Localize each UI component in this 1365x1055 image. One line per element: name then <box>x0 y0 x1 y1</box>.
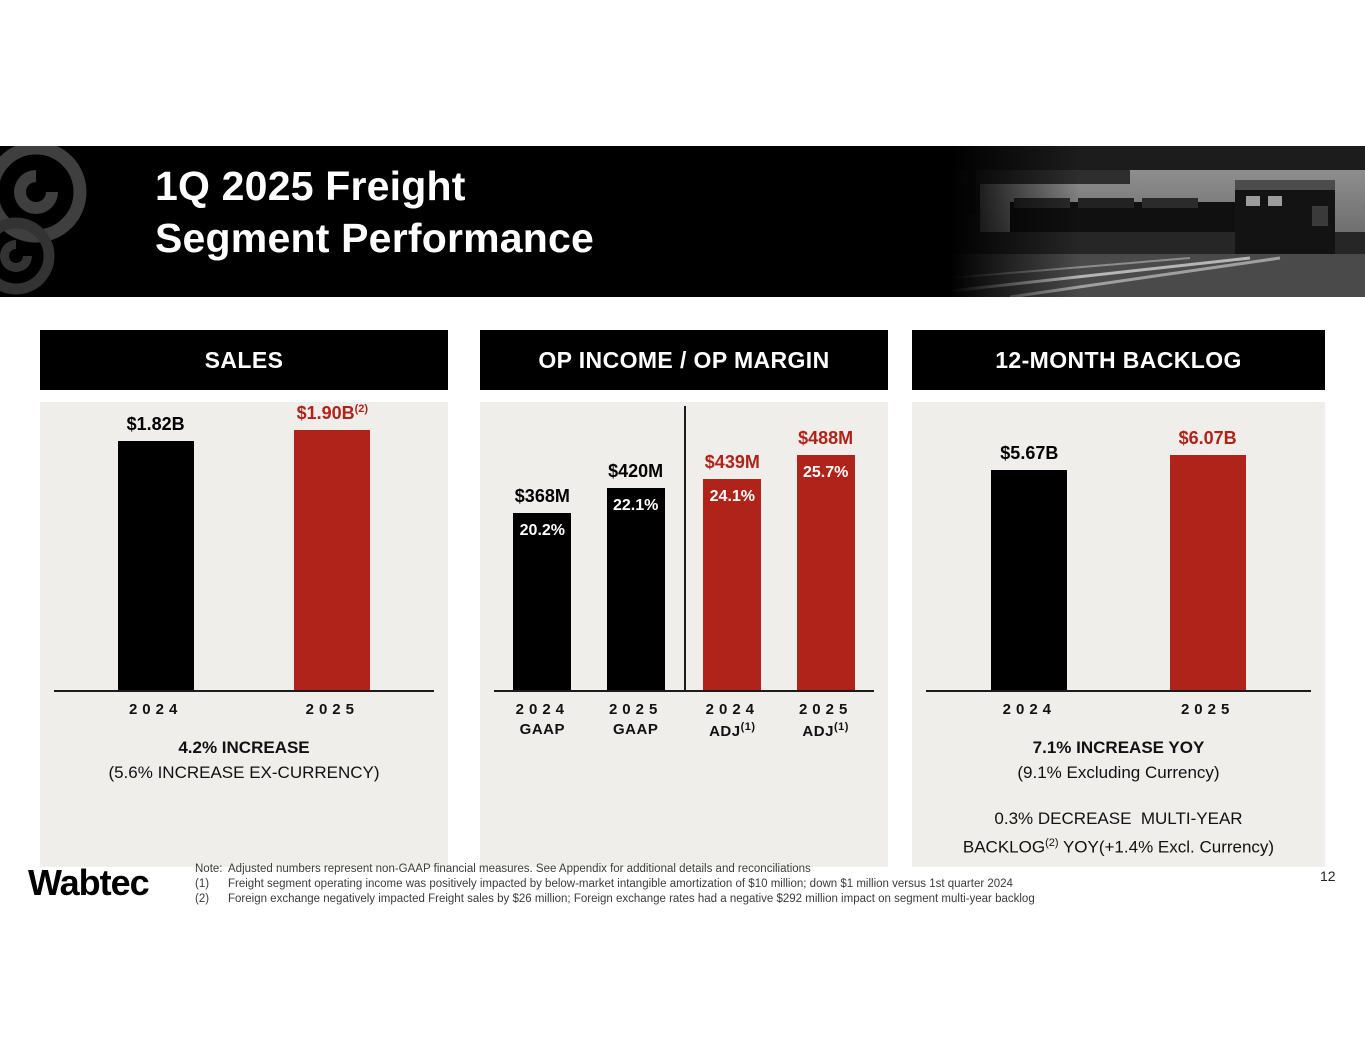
category-group: 2024 GAAP 2025 GAAP <box>494 701 684 740</box>
backlog-chart-categories: 2024 2025 <box>926 701 1311 718</box>
footnote-marker: (1) <box>195 878 210 890</box>
bar-column: $1.90B(2) <box>257 403 407 690</box>
panel-op-income: OP INCOME / OP MARGIN $368M 20.2% $420M 22.… <box>480 330 888 867</box>
summary-line: 4.2% INCREASE <box>178 738 310 757</box>
summary-line: 0.3% DECREASE MULTI-YEAR <box>994 809 1243 828</box>
sales-summary-text: 4.2% INCREASE (5.6% INCREASE EX-CURRENCY) <box>40 735 448 785</box>
footnote-text: Freight segment operating income was pos… <box>228 878 1013 890</box>
category-year: 2024 <box>515 701 570 718</box>
category-sub: GAAP <box>612 721 659 738</box>
category-group: 2024 ADJ(1) 2025 ADJ(1) <box>684 701 874 740</box>
bar-margin-label: 24.1% <box>709 488 756 505</box>
bar-group: $5.67B $6.07B <box>926 402 1311 690</box>
summary-line: BACKLOG(2) YOY(+1.4% Excl. Currency) <box>962 837 1275 857</box>
category-label: 2025 <box>1133 701 1283 718</box>
footnote-text: Foreign exchange negatively impacted Fre… <box>228 893 1035 905</box>
bar-column: $5.67B <box>954 443 1104 690</box>
category-group: 2024 2025 <box>926 701 1311 718</box>
slide-title: 1Q 2025 Freight Segment Performance <box>155 160 594 264</box>
op-income-bar-chart: $368M 20.2% $420M 22.1% $439M 24.1% $488M 25.7% <box>494 402 874 692</box>
sales-chart-categories: 2024 2025 <box>54 701 434 718</box>
category-year: 2025 <box>608 701 663 718</box>
bar: 25.7% <box>796 455 855 690</box>
bar-value-label: $5.67B <box>1000 443 1059 463</box>
bar: 24.1% <box>703 479 762 690</box>
panel-title-sales: SALES <box>40 330 448 390</box>
bar <box>117 441 194 690</box>
backlog-summary-text: 7.1% INCREASE YOY (9.1% Excluding Currenc… <box>912 735 1325 785</box>
category-year: 2025 <box>798 701 853 718</box>
bar-margin-label: 25.7% <box>802 464 849 481</box>
panel-title-op-income: OP INCOME / OP MARGIN <box>480 330 888 390</box>
bar: 20.2% <box>513 513 572 690</box>
panel-body-op-income: $368M 20.2% $420M 22.1% $439M 24.1% $488M 25.7%… <box>480 402 888 867</box>
bar-value-label: $368M <box>514 486 570 506</box>
summary-line: 7.1% INCREASE YOY <box>1032 738 1205 757</box>
bar <box>294 430 371 690</box>
bar-column: $368M 20.2% <box>497 486 587 690</box>
category-year: 2025 <box>1180 701 1235 718</box>
footnote-marker: (2) <box>195 893 210 905</box>
category-label: 2024 ADJ(1) <box>687 701 777 740</box>
bar-value-label: $420M <box>608 461 664 481</box>
bar-value-label: $6.07B <box>1178 428 1237 448</box>
bar <box>1169 455 1246 690</box>
bar-column: $1.82B <box>81 414 231 690</box>
category-label: 2025 GAAP <box>591 701 681 740</box>
footnotes: Note: Adjusted numbers represent non-GAA… <box>195 862 1095 907</box>
category-year: 2024 <box>705 701 760 718</box>
header-banner: 1Q 2025 Freight Segment Performance <box>0 146 1365 297</box>
summary-line: (5.6% INCREASE EX-CURRENCY) <box>108 763 380 782</box>
panel-body-sales: $1.82B $1.90B(2) 2024 2025 4.2% INCREASE (5… <box>40 402 448 867</box>
bar-margin-label: 20.2% <box>519 522 566 539</box>
panel-backlog: 12-MONTH BACKLOG $5.67B $6.07B 2024 2025 7… <box>912 330 1325 867</box>
panel-title-backlog: 12-MONTH BACKLOG <box>912 330 1325 390</box>
category-year: 2025 <box>305 701 359 718</box>
op-income-chart-categories: 2024 GAAP 2025 GAAP 2024 ADJ(1) 2025 ADJ(1) <box>494 701 874 740</box>
footnote-marker: Note: <box>195 863 223 875</box>
wabtec-logo: Wabtec <box>28 862 150 903</box>
category-label: 2025 ADJ(1) <box>781 701 871 740</box>
wabtec-logo-mark-icon <box>0 146 150 297</box>
category-label: 2024 GAAP <box>497 701 587 740</box>
bar-column: $488M 25.7% <box>781 428 871 690</box>
sales-bar-chart: $1.82B $1.90B(2) <box>54 402 434 692</box>
bar-group: $368M 20.2% $420M 22.1% <box>494 402 684 690</box>
backlog-bar-chart: $5.67B $6.07B <box>926 402 1311 692</box>
category-sub: ADJ(1) <box>802 721 849 740</box>
category-year: 2024 <box>1002 701 1057 718</box>
footnote-general: Note: Adjusted numbers represent non-GAA… <box>195 862 1095 877</box>
panel-sales: SALES $1.82B $1.90B(2) 2024 2025 4.2% INCR… <box>40 330 448 867</box>
category-label: 2024 <box>81 701 231 718</box>
bar-column: $6.07B <box>1133 428 1283 690</box>
footnote-text: Adjusted numbers represent non-GAAP fina… <box>228 863 811 875</box>
bar-group: $1.82B $1.90B(2) <box>54 402 434 690</box>
bar-column: $439M 24.1% <box>687 452 777 690</box>
footnote-2: (2) Foreign exchange negatively impacted… <box>195 892 1095 907</box>
bar-column: $420M 22.1% <box>591 461 681 690</box>
group-divider <box>684 406 686 690</box>
bar-value-label: $1.82B <box>126 414 185 434</box>
bar <box>991 470 1068 690</box>
bar-margin-label: 22.1% <box>612 497 659 514</box>
slide-title-line1: 1Q 2025 Freight <box>155 163 466 209</box>
freight-train-photo <box>950 146 1365 297</box>
bar-value-label: $488M <box>798 428 854 448</box>
bar-value-label: $439M <box>704 452 760 472</box>
category-label: 2024 <box>954 701 1104 718</box>
backlog-summary-text-2: 0.3% DECREASE MULTI-YEAR BACKLOG(2) YOY(+… <box>912 806 1325 860</box>
bar: 22.1% <box>606 488 665 690</box>
category-sub: GAAP <box>519 721 565 738</box>
summary-line: (9.1% Excluding Currency) <box>1017 763 1220 782</box>
category-sub: ADJ(1) <box>709 721 756 740</box>
footnote-1: (1) Freight segment operating income was… <box>195 877 1095 892</box>
bar-group: $439M 24.1% $488M 25.7% <box>684 402 874 690</box>
slide-title-line2: Segment Performance <box>155 215 595 261</box>
bar-value-label: $1.90B(2) <box>296 403 369 423</box>
page-number: 12 <box>1320 868 1336 884</box>
category-label: 2025 <box>257 701 407 718</box>
category-year: 2024 <box>128 701 183 718</box>
category-group: 2024 2025 <box>54 701 434 718</box>
panel-body-backlog: $5.67B $6.07B 2024 2025 7.1% INCREASE YOY (… <box>912 402 1325 867</box>
